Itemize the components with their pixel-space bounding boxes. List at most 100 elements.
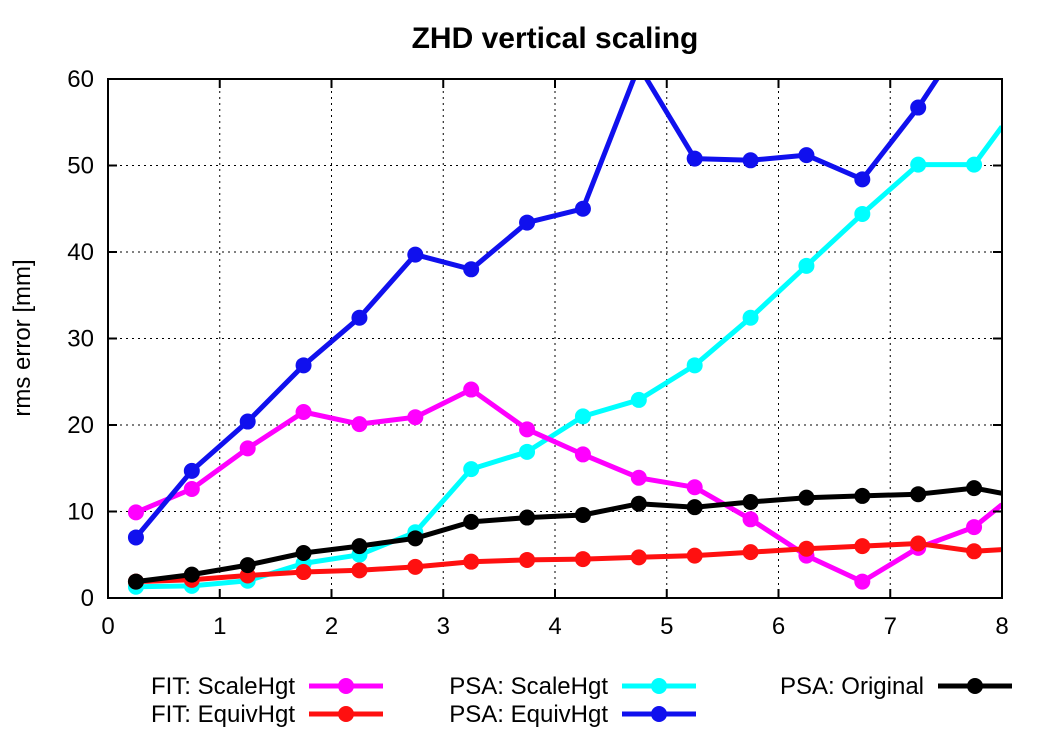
y-tick-label: 30	[67, 326, 94, 353]
y-tick-label: 60	[67, 66, 94, 93]
data-point	[295, 545, 312, 562]
legend-label: FIT: ScaleHgt	[151, 673, 295, 700]
data-point	[798, 257, 815, 274]
data-point	[966, 156, 983, 173]
data-point	[742, 152, 759, 169]
y-axis-label: rms error [mm]	[9, 259, 36, 416]
data-point	[183, 481, 200, 498]
data-point	[686, 357, 703, 374]
legend-marker	[651, 678, 667, 694]
legend-label: PSA: ScaleHgt	[449, 673, 608, 700]
data-point	[966, 480, 983, 497]
x-tick-label: 2	[325, 613, 338, 640]
data-point	[351, 562, 368, 579]
data-point	[407, 558, 424, 575]
data-point	[127, 573, 144, 590]
data-point	[519, 421, 536, 438]
data-point	[407, 409, 424, 426]
data-point	[295, 564, 312, 581]
data-point	[295, 404, 312, 421]
y-tick-label: 40	[67, 239, 94, 266]
x-tick-label: 8	[995, 613, 1008, 640]
data-point	[631, 58, 647, 74]
axis-ticks: 0 1 2 3 4 5 6 7 8 0 10 20 30 40 50 60	[67, 66, 1008, 640]
data-point	[239, 440, 256, 457]
y-tick-label: 50	[67, 153, 94, 180]
data-point	[686, 150, 703, 167]
data-point	[519, 443, 536, 460]
data-point	[519, 214, 536, 231]
x-tick-label: 0	[101, 613, 114, 640]
series-line	[135, 485, 1002, 585]
data-point	[686, 499, 703, 516]
data-point	[183, 566, 200, 583]
y-tick-label: 0	[81, 585, 94, 612]
data-point	[463, 381, 480, 398]
series-line	[133, 79, 941, 540]
data-point	[574, 506, 591, 523]
data-point	[574, 408, 591, 425]
data-point	[463, 261, 480, 278]
data-point	[574, 200, 591, 217]
data-point	[742, 544, 759, 561]
data-point	[630, 391, 647, 408]
data-point	[127, 504, 144, 521]
x-tick-label: 4	[548, 613, 561, 640]
data-point	[854, 573, 871, 590]
data-point	[519, 551, 536, 568]
legend-label: FIT: EquivHgt	[151, 701, 295, 728]
data-point	[463, 553, 480, 570]
data-point	[742, 493, 759, 510]
series-psa-equivhgt	[127, 15, 982, 546]
data-point	[742, 511, 759, 528]
data-point	[463, 461, 480, 478]
data-point	[910, 486, 927, 503]
data-point	[742, 309, 759, 326]
data-point	[798, 489, 815, 506]
data-point	[407, 530, 424, 547]
data-point	[127, 529, 144, 546]
data-point	[183, 462, 200, 479]
series-line	[134, 387, 1002, 585]
data-point	[910, 535, 927, 552]
data-point	[966, 15, 982, 31]
data-point	[351, 309, 368, 326]
data-point	[351, 538, 368, 555]
data-point	[854, 171, 871, 188]
x-tick-label: 1	[213, 613, 226, 640]
data-point	[966, 519, 983, 536]
legend-marker	[338, 706, 354, 722]
series-psa-original	[127, 480, 1002, 590]
data-point	[630, 495, 647, 512]
x-tick-label: 6	[772, 613, 785, 640]
data-point	[239, 413, 256, 430]
x-tick-label: 5	[660, 613, 673, 640]
data-point	[686, 547, 703, 564]
chart-title: ZHD vertical scaling	[412, 22, 699, 55]
data-point	[798, 540, 815, 557]
data-point	[686, 479, 703, 496]
legend-marker	[651, 706, 667, 722]
series-psa-scalehgt	[127, 125, 1002, 595]
x-tick-label: 3	[437, 613, 450, 640]
data-point	[351, 416, 368, 433]
data-point	[966, 543, 983, 560]
data-point	[854, 487, 871, 504]
data-point	[574, 551, 591, 568]
data-point	[798, 147, 815, 164]
y-tick-label: 10	[67, 499, 94, 526]
data-point	[630, 549, 647, 566]
legend-label: PSA: Original	[780, 673, 924, 700]
y-tick-label: 20	[67, 412, 94, 439]
legend-label: PSA: EquivHgt	[449, 701, 608, 728]
legend-marker	[967, 678, 983, 694]
data-point	[910, 156, 927, 173]
data-point	[910, 99, 927, 116]
data-point	[854, 538, 871, 555]
data-point	[239, 557, 256, 574]
grid	[108, 79, 1002, 598]
data-point	[295, 357, 312, 374]
series-layer	[127, 15, 1002, 595]
legend-marker	[338, 678, 354, 694]
